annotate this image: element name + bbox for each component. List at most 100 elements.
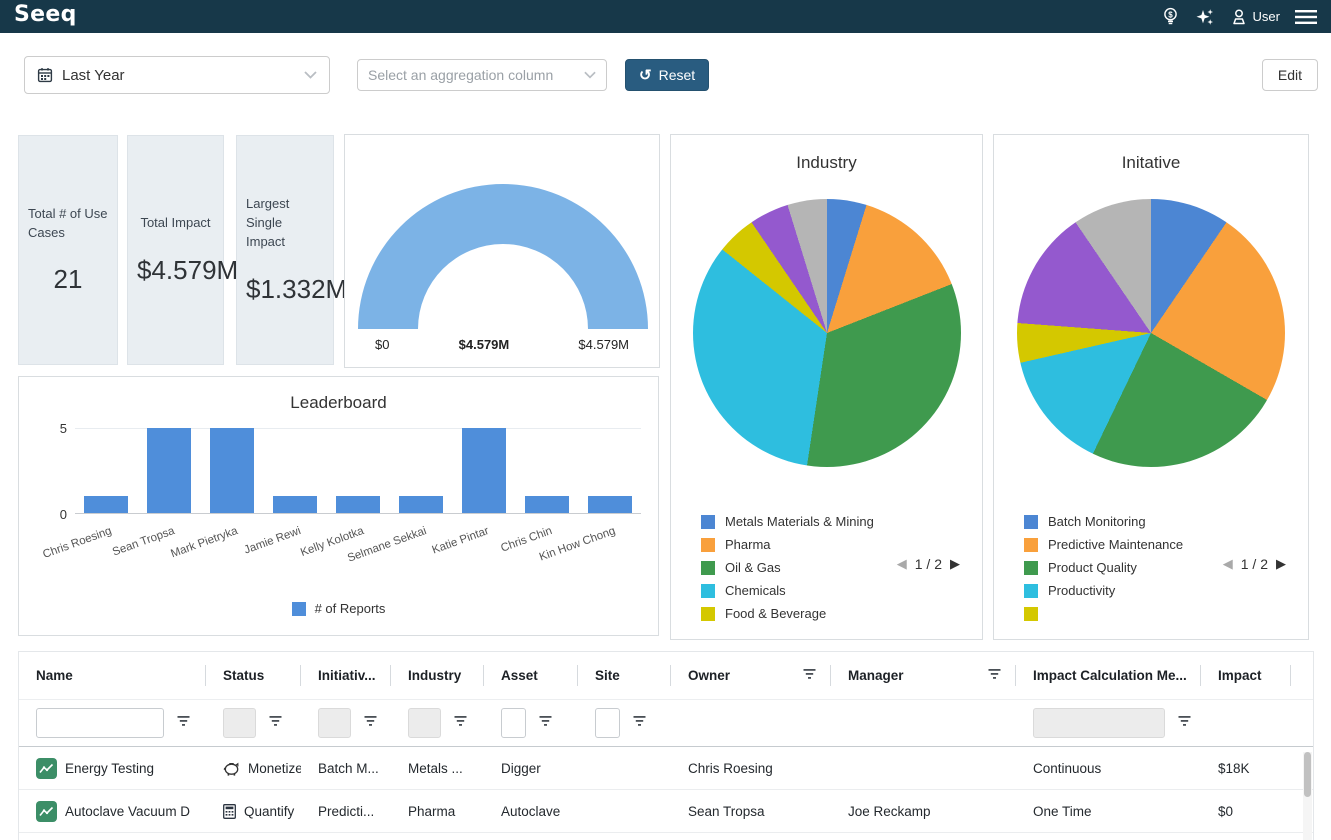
filter-funnel-icon[interactable] (363, 714, 378, 732)
reset-label: Reset (658, 67, 696, 83)
column-header-industry[interactable]: Industry (391, 652, 484, 699)
leaderboard-legend[interactable]: # of Reports (19, 601, 658, 616)
analysis-icon (36, 800, 57, 822)
ai-sparkles-icon[interactable] (1195, 7, 1215, 27)
column-separator (205, 665, 206, 686)
hamburger-menu-icon[interactable] (1295, 9, 1317, 25)
legend-prev-icon[interactable]: ◀ (1222, 556, 1233, 571)
cell-industry[interactable]: Pharma (391, 790, 484, 832)
gauge-value-label: $4.579M (458, 337, 510, 352)
cell-status[interactable]: Monetize (206, 747, 301, 789)
column-header-label: Impact (1218, 668, 1262, 683)
cell-initiative[interactable]: Batch M... (301, 747, 391, 789)
legend-prev-icon[interactable]: ◀ (896, 556, 907, 571)
cell-impact_method[interactable]: One Time (1016, 790, 1201, 832)
bar-kin-how-chong[interactable] (587, 496, 632, 513)
cell-name[interactable]: Autoclave Vacuum D (19, 790, 206, 832)
cell-industry[interactable]: Metals ... (391, 747, 484, 789)
gauge-chart[interactable] (357, 183, 649, 331)
cell-impact_method[interactable]: Continuous (1016, 747, 1201, 789)
legend-item[interactable]: Metals Materials & Mining (701, 510, 966, 533)
cell-site[interactable] (578, 790, 671, 832)
bar-sean-tropsa[interactable] (147, 428, 192, 513)
filter-input-status[interactable] (223, 708, 256, 738)
aggregation-column-dropdown[interactable]: Select an aggregation column (357, 59, 607, 91)
column-header-impact_method[interactable]: Impact Calculation Me... (1016, 652, 1201, 699)
time-range-dropdown[interactable]: Last Year (24, 56, 330, 94)
column-header-status[interactable]: Status (206, 652, 301, 699)
cell-text: Chris Roesing (688, 760, 773, 776)
filter-funnel-icon[interactable] (987, 668, 1002, 683)
cell-impact[interactable]: $0 (1201, 790, 1291, 832)
cell-name[interactable]: Energy Testing (19, 747, 206, 789)
lightbulb-dollar-icon[interactable]: $ (1161, 7, 1180, 26)
table-scrollbar[interactable] (1303, 752, 1312, 840)
filter-funnel-icon[interactable] (176, 714, 191, 732)
filter-input-name[interactable] (36, 708, 164, 738)
legend-page-indicator: 1 / 2 (914, 556, 942, 572)
column-header-asset[interactable]: Asset (484, 652, 578, 699)
cell-asset[interactable]: Autoclave (484, 790, 578, 832)
bar-jamie-rewi[interactable] (273, 496, 318, 513)
cell-text: Autoclave (501, 803, 561, 819)
top-navbar: Seeq $ User (0, 0, 1331, 33)
cell-status[interactable]: Quantify (206, 790, 301, 832)
x-axis-label: Chris Roesing (41, 525, 114, 561)
industry-pie-chart[interactable] (692, 199, 961, 467)
seeq-logo: Seeq (14, 2, 77, 27)
initiative-pie-card: Initative Batch Monitoring Predictive Mai… (993, 134, 1309, 640)
cell-asset[interactable]: Digger (484, 747, 578, 789)
bar-mark-pietryka[interactable] (210, 428, 255, 513)
edit-button[interactable]: Edit (1261, 59, 1318, 91)
bar-katie-pintar[interactable] (461, 428, 506, 513)
legend-item[interactable]: Productivity (1024, 579, 1292, 602)
legend-item[interactable] (1024, 602, 1292, 625)
cell-site[interactable] (578, 747, 671, 789)
filter-input-asset[interactable] (501, 708, 526, 738)
column-header-impact[interactable]: Impact (1201, 652, 1291, 699)
legend-item[interactable]: Batch Monitoring (1024, 510, 1292, 533)
cell-manager[interactable] (831, 747, 1016, 789)
cell-initiative[interactable]: Predicti... (301, 790, 391, 832)
column-header-manager[interactable]: Manager (831, 652, 1016, 699)
filter-input-site[interactable] (595, 708, 620, 738)
legend-item[interactable]: Oil & Gas (701, 556, 966, 579)
bar-kelly-kolotka[interactable] (336, 496, 380, 513)
legend-item[interactable]: Pharma (701, 533, 966, 556)
reset-button[interactable]: ↺ Reset (625, 59, 710, 91)
table-row[interactable]: Energy Testing Monetize Batch M... Metals .… (19, 747, 1313, 790)
column-header-owner[interactable]: Owner (671, 652, 831, 699)
bar-chris-roesing[interactable] (84, 496, 129, 513)
filter-input-initiative[interactable] (318, 708, 351, 738)
filter-input-impact_method[interactable] (1033, 708, 1165, 738)
initiative-pie-chart[interactable] (1017, 199, 1285, 467)
cell-owner[interactable]: Chris Roesing (671, 747, 831, 789)
column-header-name[interactable]: Name (19, 652, 206, 699)
column-header-label: Industry (408, 668, 462, 683)
legend-next-icon[interactable]: ▶ (1276, 556, 1286, 571)
filter-input-industry[interactable] (408, 708, 441, 738)
filter-funnel-icon[interactable] (632, 714, 647, 732)
column-header-site[interactable]: Site (578, 652, 671, 699)
table-row[interactable]: Autoclave Vacuum D Quantify Predicti... Pha… (19, 790, 1313, 833)
column-header-label: Initiativ... (318, 668, 376, 683)
filter-funnel-icon[interactable] (538, 714, 553, 732)
filter-funnel-icon[interactable] (802, 668, 817, 683)
legend-item[interactable]: Predictive Maintenance (1024, 533, 1292, 556)
user-menu[interactable]: User (1230, 8, 1280, 26)
column-header-initiative[interactable]: Initiativ... (301, 652, 391, 699)
cell-owner[interactable]: Sean Tropsa (671, 790, 831, 832)
legend-next-icon[interactable]: ▶ (950, 556, 960, 571)
bar-chris-chin[interactable] (524, 496, 569, 513)
bar-slot (452, 428, 515, 513)
scrollbar-thumb[interactable] (1304, 752, 1311, 797)
bar-selmane-sekkai[interactable] (398, 496, 443, 513)
filter-funnel-icon[interactable] (1177, 714, 1192, 732)
legend-item[interactable]: Product Quality (1024, 556, 1292, 579)
legend-item[interactable]: Chemicals (701, 579, 966, 602)
cell-manager[interactable]: Joe Reckamp (831, 790, 1016, 832)
cell-impact[interactable]: $18K (1201, 747, 1291, 789)
filter-funnel-icon[interactable] (268, 714, 283, 732)
filter-funnel-icon[interactable] (453, 714, 468, 732)
legend-item[interactable]: Food & Beverage (701, 602, 966, 625)
